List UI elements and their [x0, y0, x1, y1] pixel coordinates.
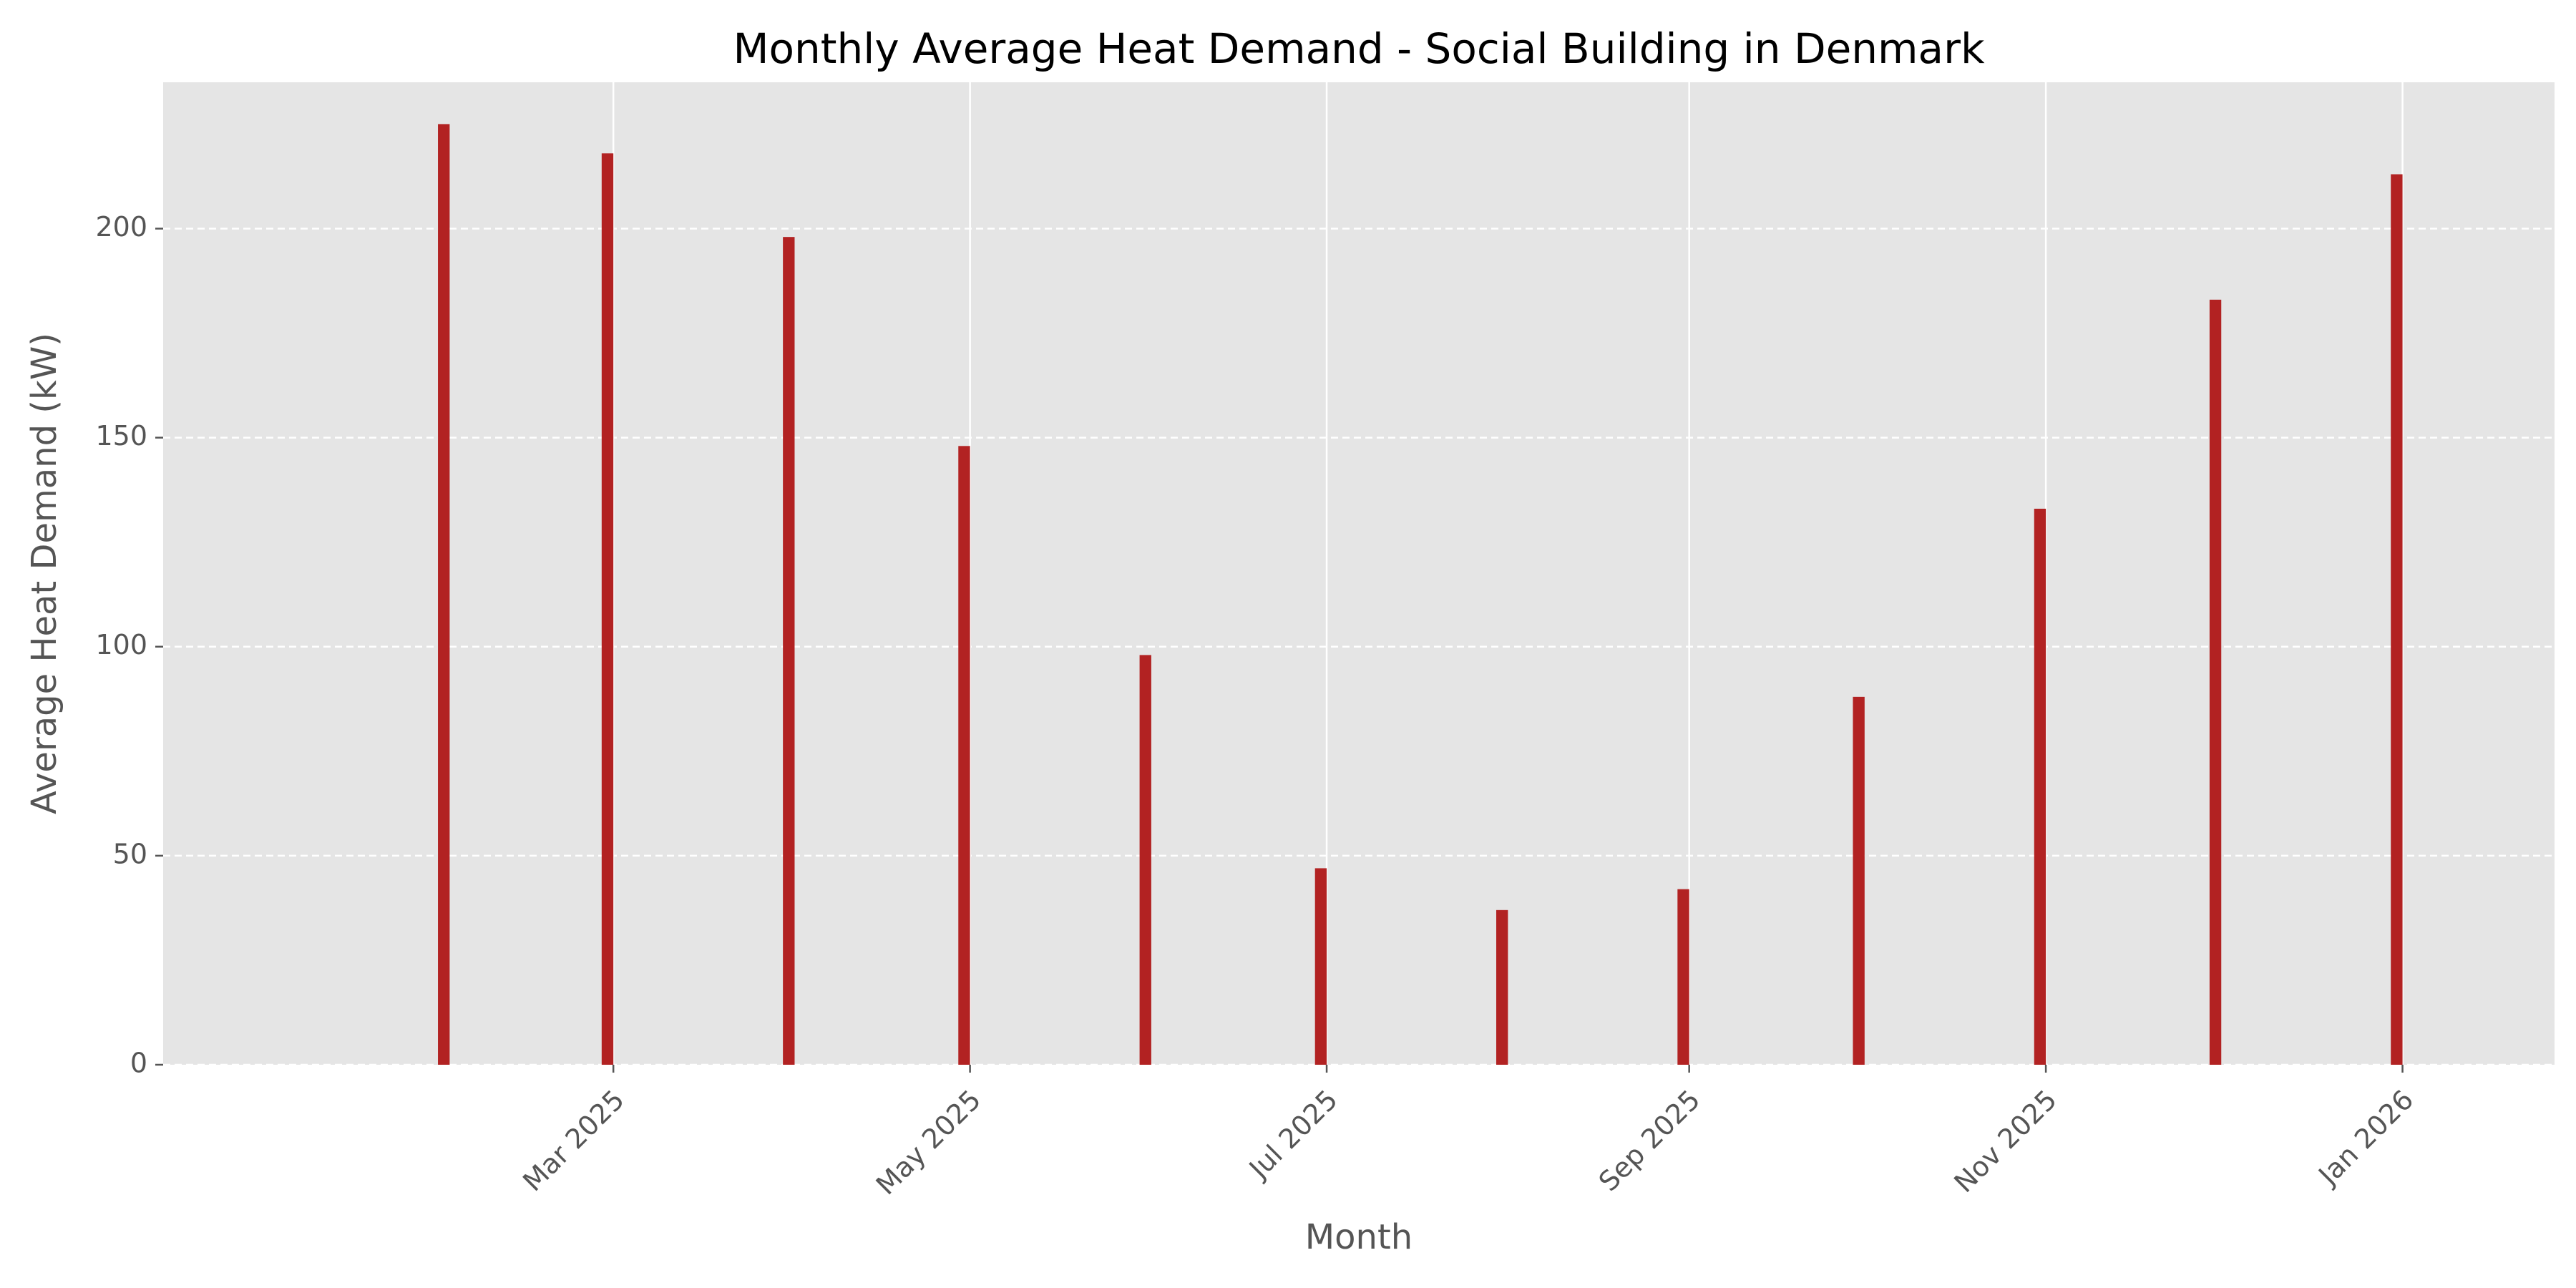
bar — [1853, 696, 1865, 1065]
y-axis-label: Average Heat Demand (kW) — [24, 333, 64, 814]
y-tick-label: 200 — [95, 211, 147, 243]
plot-area — [163, 82, 2555, 1065]
y-tick-label: 100 — [95, 629, 147, 660]
bar — [2391, 174, 2403, 1065]
bar — [2209, 299, 2222, 1065]
bar — [1677, 889, 1689, 1065]
bar — [783, 237, 795, 1065]
y-axis-ticks: 0 50 100 150 200 — [95, 211, 163, 1079]
bar — [2034, 508, 2046, 1065]
y-tick-label: 150 — [95, 420, 147, 452]
bar — [1314, 868, 1327, 1065]
bar — [438, 124, 450, 1065]
y-gridlines — [163, 228, 2555, 1066]
bar — [601, 153, 614, 1065]
bar — [1496, 909, 1508, 1065]
bar — [1139, 655, 1151, 1065]
y-tick-label: 0 — [130, 1048, 147, 1079]
bar — [958, 446, 970, 1065]
chart-title: Monthly Average Heat Demand - Social Bui… — [733, 24, 1984, 73]
x-axis-label: Month — [1305, 1217, 1413, 1257]
bars — [438, 124, 2403, 1065]
y-tick-label: 50 — [113, 838, 147, 869]
